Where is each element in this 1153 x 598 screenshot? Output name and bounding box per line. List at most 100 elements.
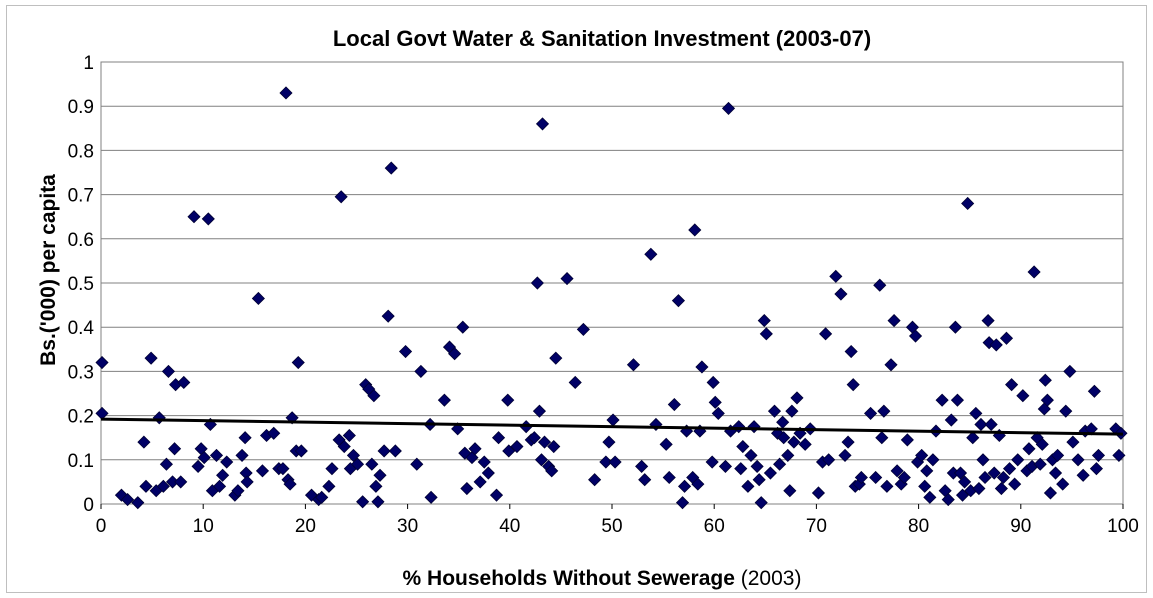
- data-point: [174, 475, 188, 489]
- y-tick-label: 0.5: [68, 274, 94, 295]
- data-point: [367, 389, 381, 403]
- data-point: [1051, 448, 1065, 462]
- data-point: [880, 479, 894, 493]
- data-point: [759, 327, 773, 341]
- data-point: [705, 455, 719, 469]
- data-point: [1027, 265, 1041, 279]
- data-point: [510, 439, 524, 454]
- y-tick-label: 0.2: [68, 407, 94, 428]
- data-point: [757, 314, 771, 328]
- data-point: [1011, 453, 1025, 467]
- data-point: [864, 406, 878, 420]
- data-point: [342, 428, 356, 443]
- data-point: [953, 466, 968, 480]
- data-point: [535, 117, 550, 131]
- data-point: [752, 473, 766, 487]
- data-point: [279, 86, 293, 100]
- data-point: [920, 464, 934, 478]
- data-point: [95, 355, 109, 370]
- data-point: [197, 451, 211, 465]
- data-point: [918, 479, 932, 493]
- data-point: [1016, 389, 1030, 403]
- x-tick-label: 90: [1010, 516, 1031, 537]
- chart-frame: Local Govt Water & Sanitation Investment…: [6, 5, 1147, 593]
- x-tick-label: 40: [499, 516, 520, 537]
- x-tick-label: 100: [1107, 516, 1139, 537]
- data-point: [691, 477, 705, 491]
- data-point: [767, 404, 782, 418]
- data-point: [875, 431, 889, 445]
- data-point: [844, 344, 858, 359]
- data-point: [834, 287, 848, 301]
- data-point: [448, 347, 462, 361]
- data-point: [887, 314, 901, 328]
- data-point: [139, 479, 153, 493]
- data-point: [869, 470, 883, 485]
- data-point: [137, 435, 151, 449]
- data-point: [948, 320, 962, 334]
- data-point: [337, 439, 351, 454]
- data-point: [877, 404, 891, 418]
- data-point: [787, 435, 801, 449]
- data-point: [1022, 442, 1036, 456]
- data-point: [923, 490, 937, 504]
- data-point: [547, 439, 561, 454]
- x-tick-label: 80: [908, 516, 929, 537]
- x-axis-title-suffix: (2003): [735, 567, 802, 590]
- data-point: [365, 457, 379, 471]
- data-point: [608, 455, 622, 469]
- data-point: [489, 488, 504, 502]
- data-point: [481, 466, 495, 480]
- data-point: [944, 413, 958, 427]
- data-point: [568, 375, 582, 390]
- data-point: [989, 338, 1003, 352]
- data-point: [781, 448, 795, 462]
- data-point: [776, 415, 790, 429]
- data-point: [377, 444, 391, 458]
- data-point: [1071, 453, 1085, 467]
- data-point: [371, 495, 385, 509]
- data-point: [981, 314, 995, 328]
- data-point: [276, 462, 290, 476]
- data-point: [706, 375, 720, 390]
- data-point: [987, 466, 1001, 480]
- data-point: [908, 329, 923, 343]
- data-point: [955, 488, 970, 502]
- data-point: [854, 470, 868, 485]
- y-tick-label: 0: [83, 495, 94, 516]
- x-tick-label: 0: [96, 516, 107, 537]
- data-point: [958, 475, 972, 489]
- data-point: [350, 457, 365, 471]
- data-point: [325, 462, 339, 476]
- data-point: [736, 439, 750, 454]
- data-point: [978, 470, 992, 485]
- data-point: [935, 393, 949, 407]
- data-point: [410, 457, 424, 471]
- data-point: [231, 484, 245, 498]
- data-point: [602, 435, 616, 449]
- data-point: [662, 470, 676, 485]
- data-point: [156, 479, 170, 493]
- data-point: [1112, 448, 1126, 462]
- data-point: [159, 457, 173, 471]
- data-point: [527, 431, 541, 445]
- data-point: [750, 459, 764, 473]
- x-axis-title-bold: % Households Without Sewerage: [403, 567, 735, 590]
- data-point: [187, 210, 201, 224]
- x-tick-label: 50: [601, 516, 622, 537]
- data-point: [734, 462, 748, 476]
- data-point: [501, 393, 515, 407]
- data-point: [884, 358, 898, 372]
- data-point: [460, 481, 474, 496]
- data-point: [644, 247, 658, 261]
- data-point: [131, 496, 145, 510]
- data-point: [754, 496, 768, 510]
- data-point: [999, 331, 1014, 345]
- data-point: [763, 466, 777, 480]
- y-tick-label: 1: [83, 53, 94, 74]
- data-point: [1040, 393, 1054, 407]
- scatter-chart: Local Govt Water & Sanitation Investment…: [37, 26, 1139, 590]
- data-point: [966, 431, 980, 445]
- data-point: [846, 378, 860, 392]
- y-tick-label: 0.6: [68, 230, 94, 251]
